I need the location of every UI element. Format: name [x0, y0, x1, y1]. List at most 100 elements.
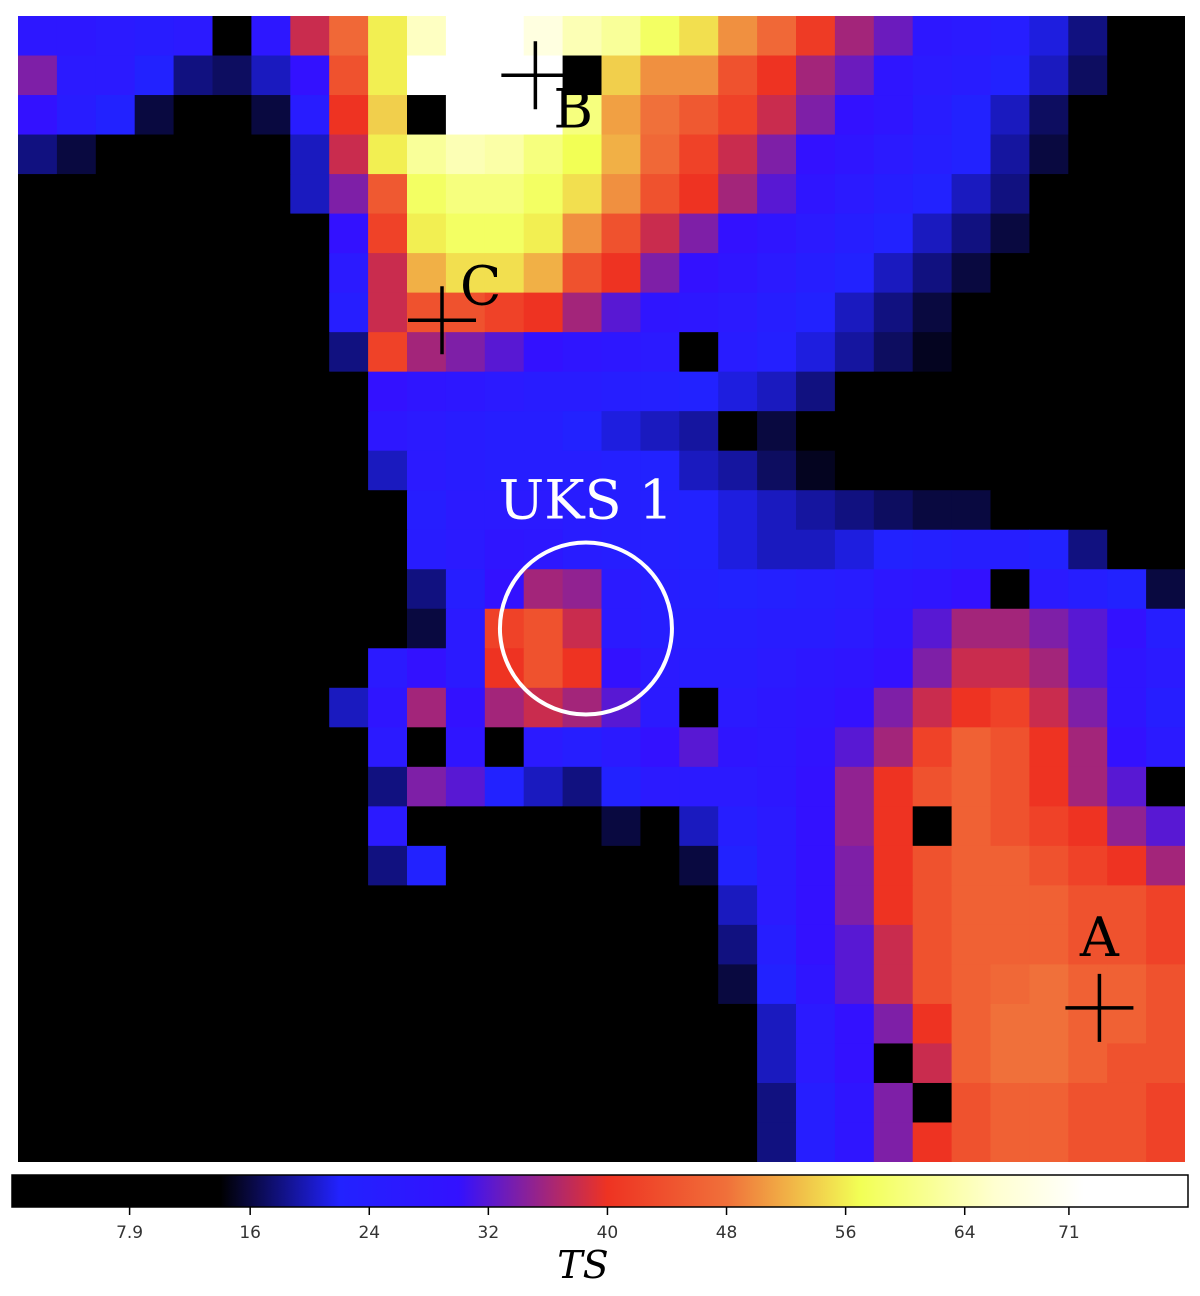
heatmap-cell [407, 964, 447, 1005]
heatmap-cell [212, 569, 252, 610]
heatmap-cell [718, 95, 758, 136]
heatmap-cell [1029, 766, 1069, 807]
heatmap-cell [1107, 1003, 1147, 1045]
heatmap-cell [1107, 174, 1147, 215]
heatmap-cell [951, 608, 992, 649]
heatmap-cell [368, 964, 408, 1005]
heatmap-cell [718, 964, 758, 1005]
heatmap-cell [951, 727, 992, 768]
heatmap-cell [562, 134, 603, 175]
heatmap-cell [679, 608, 719, 649]
colorbar-tick-label: 56 [835, 1223, 857, 1242]
colorbar-gradient [11, 1174, 1189, 1208]
heatmap-cell [640, 1043, 680, 1084]
heatmap-cell [990, 964, 1030, 1005]
heatmap-cell [1029, 845, 1069, 886]
heatmap-cell [407, 1122, 447, 1162]
heatmap-cell [484, 885, 525, 926]
heatmap-cell [251, 806, 291, 847]
heatmap-cell [1107, 569, 1147, 610]
heatmap-cell [1068, 569, 1108, 610]
heatmap-cell [329, 174, 369, 215]
heatmap-cell [329, 411, 369, 452]
heatmap-cell [56, 924, 97, 966]
heatmap-cell [523, 16, 564, 57]
heatmap-cell [1068, 411, 1108, 452]
heatmap-cell [445, 95, 486, 136]
heatmap-cell [796, 569, 836, 610]
heatmap-cell [18, 964, 58, 1005]
heatmap-cell [1107, 213, 1147, 254]
heatmap-cell [912, 213, 953, 254]
heatmap-cell [718, 766, 758, 807]
heatmap-cell [990, 806, 1030, 847]
heatmap-cell [18, 727, 58, 768]
heatmap-cell [1029, 608, 1069, 649]
heatmap-cell [484, 174, 525, 215]
heatmap-cell [56, 608, 97, 649]
heatmap-cell [990, 450, 1030, 491]
heatmap-cell [718, 845, 758, 886]
heatmap-cell [173, 371, 214, 412]
heatmap-cell [796, 964, 836, 1005]
heatmap-cell [95, 332, 136, 373]
heatmap-cell [18, 95, 58, 136]
heatmap-cell [679, 371, 719, 412]
heatmap-cell [18, 332, 58, 373]
heatmap-cell [56, 95, 97, 136]
heatmap-cell [1146, 490, 1185, 531]
heatmap-cell [173, 885, 214, 926]
heatmap-cell [912, 687, 953, 728]
heatmap-cell [1107, 806, 1147, 847]
heatmap-cell [601, 55, 641, 96]
heatmap-cell [834, 371, 875, 412]
heatmap-cell [18, 1082, 58, 1124]
heatmap-cell [718, 292, 758, 333]
heatmap-cell [1146, 253, 1185, 294]
heatmap-cell [445, 55, 486, 96]
heatmap-cell [718, 569, 758, 610]
heatmap-cell [834, 450, 875, 491]
heatmap-cell [445, 766, 486, 807]
colorbar-title: TS [557, 1243, 609, 1287]
heatmap-cell [562, 332, 603, 373]
heatmap-cell [679, 885, 719, 926]
heatmap-cell [679, 55, 719, 96]
heatmap-cell [523, 885, 564, 926]
heatmap-cell [1146, 292, 1185, 333]
heatmap-cell [445, 727, 486, 768]
heatmap-cell [134, 885, 175, 926]
heatmap-cell [1029, 134, 1069, 175]
heatmap-cell [1146, 213, 1185, 254]
heatmap-cell [796, 95, 836, 136]
heatmap-cell [562, 16, 603, 57]
heatmap-cell [251, 608, 291, 649]
heatmap-cell [445, 332, 486, 373]
heatmap-cell [18, 569, 58, 610]
heatmap-cell [834, 16, 875, 57]
heatmap-cell [407, 16, 447, 57]
heatmap-cell [601, 134, 641, 175]
heatmap-cell [368, 766, 408, 807]
heatmap-cell [601, 16, 641, 57]
heatmap-cell [290, 1122, 330, 1162]
heatmap-cell [912, 95, 953, 136]
heatmap-cell [873, 964, 914, 1005]
heatmap-cell [834, 727, 875, 768]
heatmap-cell [95, 1082, 136, 1124]
heatmap-cell [873, 450, 914, 491]
heatmap-cell [134, 490, 175, 531]
heatmap-cell [445, 845, 486, 886]
heatmap-cell [834, 95, 875, 136]
heatmap-cell [407, 292, 447, 333]
heatmap-cell [368, 845, 408, 886]
heatmap-cell [18, 806, 58, 847]
heatmap-cell [18, 134, 58, 175]
heatmap-cell [912, 253, 953, 294]
heatmap-cell [56, 490, 97, 531]
heatmap-cell [951, 55, 992, 96]
heatmap-cell [329, 292, 369, 333]
heatmap-cell [1146, 648, 1185, 689]
heatmap-cell [1029, 16, 1069, 57]
heatmap-annotations: B C A UKS 1 [408, 41, 1134, 1042]
